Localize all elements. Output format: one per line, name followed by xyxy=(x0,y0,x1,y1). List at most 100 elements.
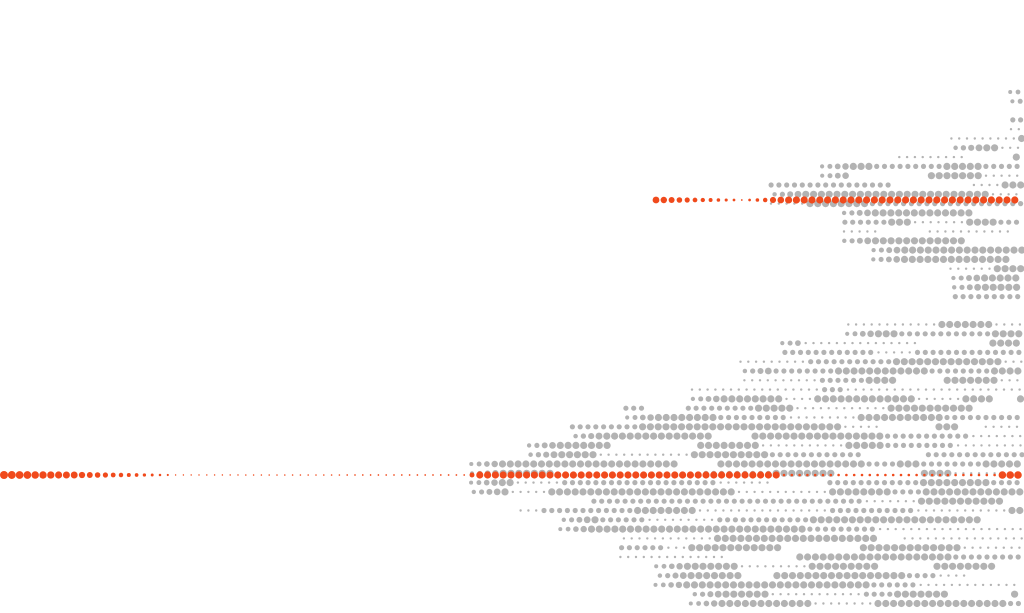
gray-dot xyxy=(850,219,856,225)
gray-dot xyxy=(692,591,698,597)
gray-dot xyxy=(759,432,767,440)
gray-dot xyxy=(573,451,582,459)
accent-dot xyxy=(938,473,942,477)
gray-dot xyxy=(813,416,816,419)
gray-dot xyxy=(963,255,971,263)
gray-dot xyxy=(729,451,738,459)
gray-dot xyxy=(871,247,876,253)
gray-dot xyxy=(856,516,864,524)
gray-dot xyxy=(764,367,772,375)
gray-dot xyxy=(787,517,793,523)
gray-dot xyxy=(868,349,874,355)
gray-dot xyxy=(698,509,702,512)
gray-dot xyxy=(961,320,969,329)
gray-dot xyxy=(776,509,780,512)
gray-dot xyxy=(819,469,827,477)
gray-dot xyxy=(926,404,934,412)
gray-dot xyxy=(685,423,694,431)
gray-dot xyxy=(786,404,794,412)
gray-dot xyxy=(639,414,646,421)
gray-dot xyxy=(501,488,509,496)
gray-dot xyxy=(989,218,997,226)
gray-dot xyxy=(782,432,790,440)
gray-dot xyxy=(737,581,745,589)
gray-dot xyxy=(787,593,790,596)
gray-dot xyxy=(889,500,892,503)
gray-dot xyxy=(942,537,945,540)
gray-dot xyxy=(999,414,1005,421)
gray-dot xyxy=(658,525,666,533)
gray-dot xyxy=(779,423,787,431)
gray-dot xyxy=(996,183,999,187)
gray-dot xyxy=(752,534,761,543)
gray-dot xyxy=(881,500,884,503)
gray-dot xyxy=(662,423,670,431)
gray-dot xyxy=(765,599,773,608)
accent-dot xyxy=(174,474,177,476)
gray-dot xyxy=(761,451,769,459)
gray-dot xyxy=(937,544,946,552)
gray-dot xyxy=(779,517,785,523)
gray-dot xyxy=(561,517,566,522)
gray-dot xyxy=(701,413,709,422)
accent-dot xyxy=(593,471,601,479)
gray-dot xyxy=(888,190,896,198)
gray-dot xyxy=(825,516,833,524)
gray-dot xyxy=(976,554,982,560)
accent-dot xyxy=(62,471,70,479)
gray-dot xyxy=(771,517,778,523)
gray-dot xyxy=(668,563,675,570)
gray-dot xyxy=(934,516,942,524)
gray-dot xyxy=(791,182,798,188)
gray-dot xyxy=(912,500,915,503)
accent-dot xyxy=(569,471,578,479)
gray-dot xyxy=(972,452,978,458)
gray-dot xyxy=(639,423,647,431)
gray-dot xyxy=(947,442,953,448)
gray-dot xyxy=(929,368,935,374)
gray-dot xyxy=(519,490,522,494)
gray-dot xyxy=(581,451,589,459)
accent-dot xyxy=(213,474,216,476)
gray-dot xyxy=(980,497,988,505)
gray-dot xyxy=(603,441,611,449)
gray-dot xyxy=(817,190,826,198)
gray-dot xyxy=(690,388,694,391)
accent-dot xyxy=(716,198,721,202)
gray-dot xyxy=(587,525,596,533)
gray-dot xyxy=(999,599,1007,608)
gray-dot xyxy=(807,388,811,391)
gray-dot xyxy=(963,246,971,254)
gray-dot xyxy=(792,509,795,512)
gray-dot xyxy=(932,255,940,263)
gray-dot xyxy=(973,537,977,540)
gray-dot xyxy=(947,433,953,439)
gray-dot xyxy=(925,452,932,458)
accent-dot xyxy=(839,196,847,204)
gray-dot xyxy=(971,255,979,263)
gray-dot xyxy=(844,416,847,419)
gray-dot xyxy=(630,453,634,456)
accent-dot xyxy=(977,473,981,477)
gray-dot xyxy=(987,509,990,512)
gray-dot xyxy=(856,209,863,216)
gray-dot xyxy=(689,525,697,533)
gray-dot xyxy=(796,572,804,580)
gray-dot xyxy=(808,452,815,458)
gray-dot xyxy=(722,581,730,589)
gray-dot xyxy=(968,554,975,560)
gray-dot xyxy=(828,368,834,374)
gray-dot xyxy=(619,555,622,559)
gray-dot xyxy=(971,509,975,512)
gray-dot xyxy=(839,581,847,589)
gray-dot xyxy=(896,500,900,503)
gray-dot xyxy=(931,358,940,366)
gray-dot xyxy=(842,367,850,375)
accent-dot xyxy=(663,471,671,479)
gray-dot xyxy=(951,479,959,487)
gray-dot xyxy=(893,323,897,326)
gray-dot xyxy=(900,507,906,514)
gray-dot xyxy=(968,294,974,300)
gray-dot xyxy=(886,323,889,326)
gray-dot xyxy=(699,591,706,597)
